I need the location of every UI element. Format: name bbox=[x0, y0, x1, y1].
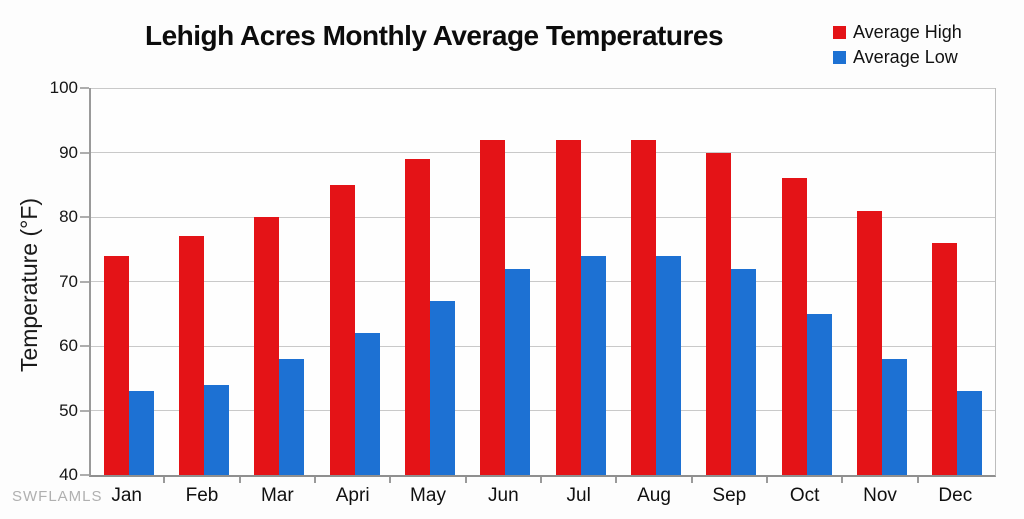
x-tick-mark-8 bbox=[690, 477, 693, 483]
bar-average-low-apri bbox=[354, 333, 380, 475]
y-tick-mark-80 bbox=[80, 216, 89, 218]
y-tick-mark-70 bbox=[80, 280, 89, 283]
legend-swatch-low-icon bbox=[833, 51, 846, 64]
y-tick-mark-90 bbox=[80, 151, 89, 154]
watermark: SWFLAMLS bbox=[12, 488, 103, 505]
bar-average-low-sep bbox=[731, 268, 757, 475]
x-tick-mark-9 bbox=[766, 477, 768, 483]
bar-average-high-oct bbox=[781, 178, 807, 475]
x-tick-mark-1 bbox=[163, 477, 166, 483]
bar-average-high-jul bbox=[555, 139, 581, 475]
x-label-jun: Jun bbox=[488, 485, 519, 506]
y-tick-label-80: 80 bbox=[59, 207, 78, 226]
bar-average-low-jul bbox=[580, 255, 606, 475]
bar-average-high-may bbox=[405, 158, 430, 475]
legend: Average High Average Low bbox=[833, 20, 962, 70]
x-label-sep: Sep bbox=[712, 485, 747, 506]
x-tick-mark-4 bbox=[389, 477, 392, 483]
legend-label-average-low: Average Low bbox=[853, 47, 958, 67]
x-tick-mark-2 bbox=[238, 477, 241, 483]
bar-average-high-dec bbox=[932, 242, 958, 475]
bar-average-low-mar bbox=[279, 358, 305, 475]
y-tick-label-40: 40 bbox=[59, 465, 78, 484]
bar-average-low-nov bbox=[882, 358, 907, 475]
x-tick-mark-7 bbox=[615, 477, 618, 483]
x-label-dec: Dec bbox=[938, 485, 973, 506]
x-label-aug: Aug bbox=[637, 485, 671, 506]
bar-average-low-dec bbox=[957, 391, 983, 475]
bar-average-low-may bbox=[430, 300, 455, 475]
y-tick-mark-100 bbox=[80, 87, 89, 89]
gridline-80 bbox=[91, 216, 995, 218]
bar-average-high-sep bbox=[706, 152, 732, 475]
gridline-100 bbox=[91, 87, 995, 89]
y-tick-label-50: 50 bbox=[59, 400, 78, 420]
bar-average-low-aug bbox=[656, 255, 681, 475]
gridline-60 bbox=[91, 345, 995, 347]
x-label-oct: Oct bbox=[789, 485, 820, 506]
bar-average-low-feb bbox=[204, 384, 229, 475]
chart-title: Lehigh Acres Monthly Average Temperature… bbox=[144, 20, 724, 51]
y-tick-label-90: 90 bbox=[59, 142, 78, 162]
x-label-apri: Apri bbox=[335, 485, 370, 506]
y-tick-label-60: 60 bbox=[59, 336, 78, 355]
y-tick-mark-50 bbox=[80, 409, 89, 412]
x-label-jul: Jul bbox=[566, 485, 591, 506]
bar-average-high-jun bbox=[480, 139, 506, 475]
bar-average-high-feb bbox=[179, 236, 204, 475]
bar-average-high-aug bbox=[631, 139, 656, 475]
x-tick-mark-10 bbox=[841, 477, 844, 483]
legend-label-average-high: Average High bbox=[853, 22, 962, 42]
bar-average-low-jun bbox=[505, 268, 531, 475]
x-tick-mark-5 bbox=[464, 477, 467, 483]
bar-average-high-apri bbox=[329, 184, 355, 475]
x-label-may: May bbox=[410, 485, 446, 506]
plot-area bbox=[89, 87, 996, 477]
bar-average-low-oct bbox=[806, 313, 832, 475]
x-label-nov: Nov bbox=[863, 485, 897, 506]
x-tick-mark-6 bbox=[540, 477, 542, 483]
legend-item-average-low: Average Low bbox=[833, 45, 962, 70]
bar-average-high-nov bbox=[857, 210, 882, 475]
x-tick-mark-3 bbox=[314, 477, 316, 483]
gridline-90 bbox=[91, 152, 995, 153]
legend-swatch-high-icon bbox=[833, 26, 846, 39]
legend-item-average-high: Average High bbox=[833, 20, 962, 45]
gridline-70 bbox=[91, 281, 995, 282]
x-tick-mark-11 bbox=[916, 477, 919, 483]
x-label-jan: Jan bbox=[111, 485, 142, 506]
x-label-mar: Mar bbox=[260, 485, 294, 506]
bar-average-high-jan bbox=[103, 255, 129, 475]
bar-average-low-jan bbox=[128, 391, 154, 475]
y-tick-mark-60 bbox=[80, 345, 89, 347]
gridline-50 bbox=[91, 410, 995, 411]
x-label-feb: Feb bbox=[185, 485, 219, 506]
bar-average-high-mar bbox=[254, 217, 280, 475]
y-tick-mark-40 bbox=[80, 474, 89, 476]
y-tick-label-100: 100 bbox=[49, 78, 78, 97]
y-tick-label-70: 70 bbox=[59, 271, 78, 291]
